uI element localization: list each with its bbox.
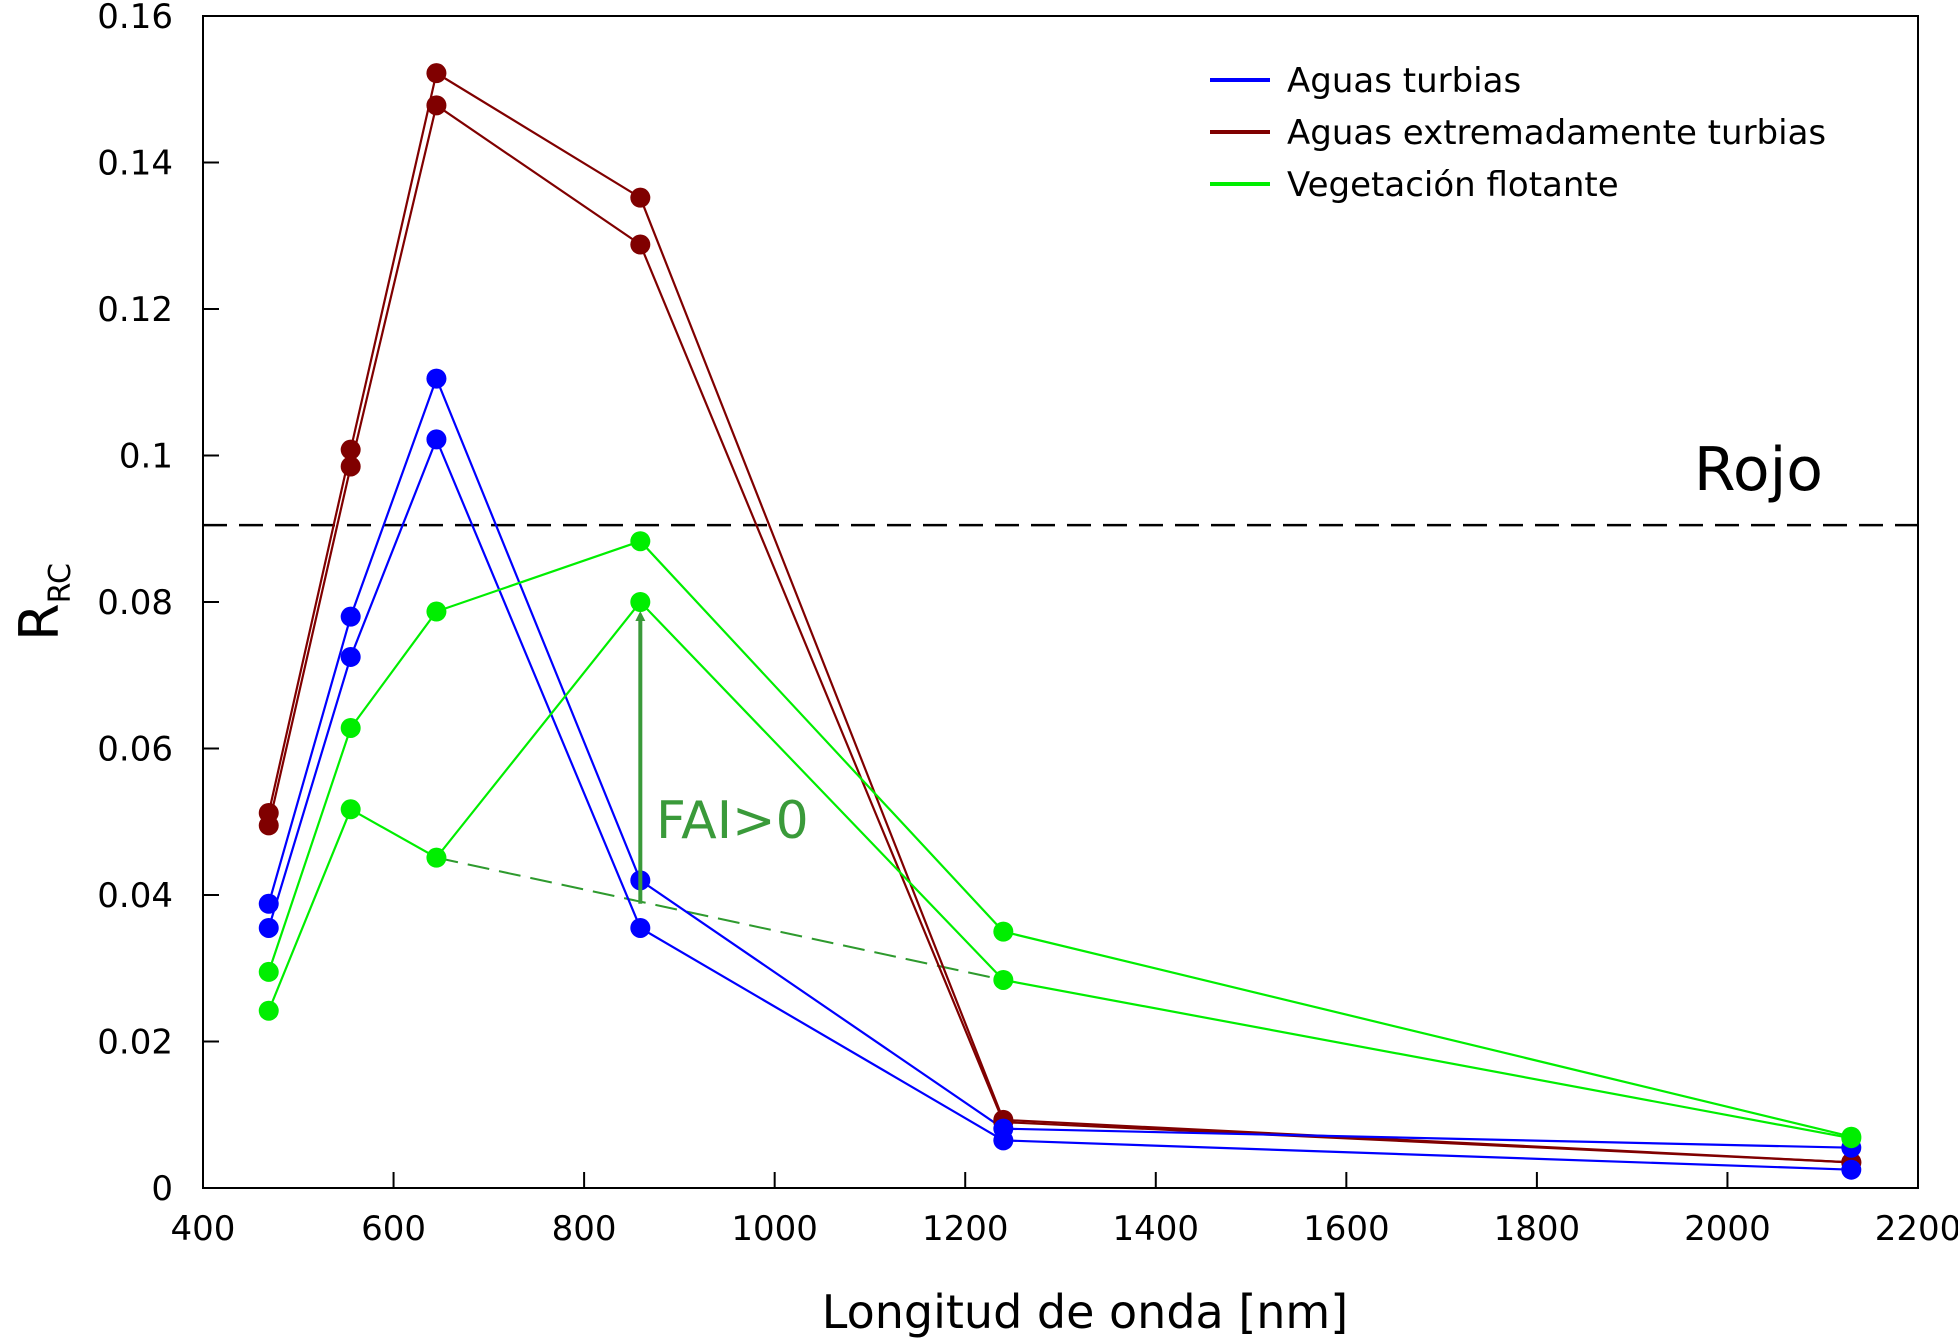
series-2-point <box>340 456 361 477</box>
series-line-6 <box>267 600 1852 1140</box>
legend-label: Aguas turbias <box>1287 61 1521 101</box>
reference-line-label: Rojo <box>1694 435 1823 505</box>
series-3-point <box>258 893 279 914</box>
y-axis-title-subscript: RC <box>43 563 78 603</box>
y-tick-label: 0.02 <box>97 1023 173 1063</box>
y-axis-title: RRC <box>8 563 78 641</box>
legend-label: Vegetación flotante <box>1287 165 1619 205</box>
x-tick-label: 1400 <box>1113 1209 1200 1249</box>
y-tick-label: 0.04 <box>97 876 173 916</box>
x-tick-label: 1800 <box>1494 1209 1581 1249</box>
series-1-point <box>340 439 361 460</box>
series-1-point <box>426 63 447 84</box>
x-tick-label: 2000 <box>1684 1209 1771 1249</box>
series-6-point <box>1841 1128 1862 1149</box>
series-line-5 <box>267 539 1852 1138</box>
series-2-point <box>258 815 279 836</box>
legend: Aguas turbias Aguas extremadamente turbia… <box>1210 61 1826 205</box>
fai-baseline-line <box>436 856 1004 981</box>
series-3-point <box>426 368 447 389</box>
series-6-point <box>258 1000 279 1021</box>
series-line-1 <box>267 71 1852 1164</box>
y-tick-label: 0.14 <box>97 144 173 184</box>
y-tick-label: 0.16 <box>97 0 173 37</box>
series-2-point <box>426 95 447 116</box>
x-tick-label: 1200 <box>922 1209 1009 1249</box>
x-tick-label: 800 <box>552 1209 617 1249</box>
fai-arrow-group: FAI>0 <box>635 611 809 904</box>
series-line-2 <box>267 103 1852 1164</box>
series-5-point <box>340 717 361 738</box>
series-line-3 <box>267 375 1852 1149</box>
series-5-point <box>993 921 1014 942</box>
series-2-point <box>630 234 651 255</box>
fai-label: FAI>0 <box>656 791 809 851</box>
series-4-point <box>340 646 361 667</box>
series-4-point <box>1841 1159 1862 1180</box>
series-4-point <box>993 1130 1014 1151</box>
x-tick-label: 2200 <box>1875 1209 1958 1249</box>
y-tick-label: 0.08 <box>97 583 173 623</box>
x-tick-label: 1600 <box>1303 1209 1390 1249</box>
series-6-point <box>426 847 447 868</box>
plot-frame <box>202 15 1919 1189</box>
y-axis-ticks: 0 0.02 0.04 0.06 0.08 0.1 0.12 0.14 0.16 <box>97 0 219 1209</box>
series-line-4 <box>267 436 1852 1171</box>
x-tick-label: 400 <box>171 1209 236 1249</box>
annotations: Rojo <box>203 435 1918 981</box>
series-layer <box>258 63 1862 1180</box>
series-4-point <box>426 429 447 450</box>
series-5-point <box>426 601 447 622</box>
x-tick-label: 600 <box>361 1209 426 1249</box>
x-axis-ticks: 400 600 800 1000 1200 1400 1600 1800 2000 2200 <box>171 1172 1958 1249</box>
series-3-point <box>340 606 361 627</box>
y-tick-label: 0 <box>151 1169 173 1209</box>
x-tick-label: 1000 <box>731 1209 818 1249</box>
series-6-point <box>630 592 651 612</box>
svg-text:RRC: RRC <box>8 563 78 641</box>
x-axis-title: Longitud de onda [nm] <box>822 1285 1348 1339</box>
series-4-point <box>258 917 279 938</box>
y-tick-label: 0.06 <box>97 730 173 770</box>
y-tick-label: 0.1 <box>119 437 173 477</box>
series-4-point <box>630 917 651 938</box>
legend-label: Aguas extremadamente turbias <box>1287 113 1826 153</box>
y-axis-title-main: R <box>8 603 71 641</box>
series-5-point <box>258 961 279 982</box>
y-tick-label: 0.12 <box>97 290 173 330</box>
series-5-point <box>630 531 651 552</box>
series-6-point <box>993 969 1014 990</box>
series-6-point <box>340 799 361 820</box>
series-1-point <box>630 187 651 208</box>
